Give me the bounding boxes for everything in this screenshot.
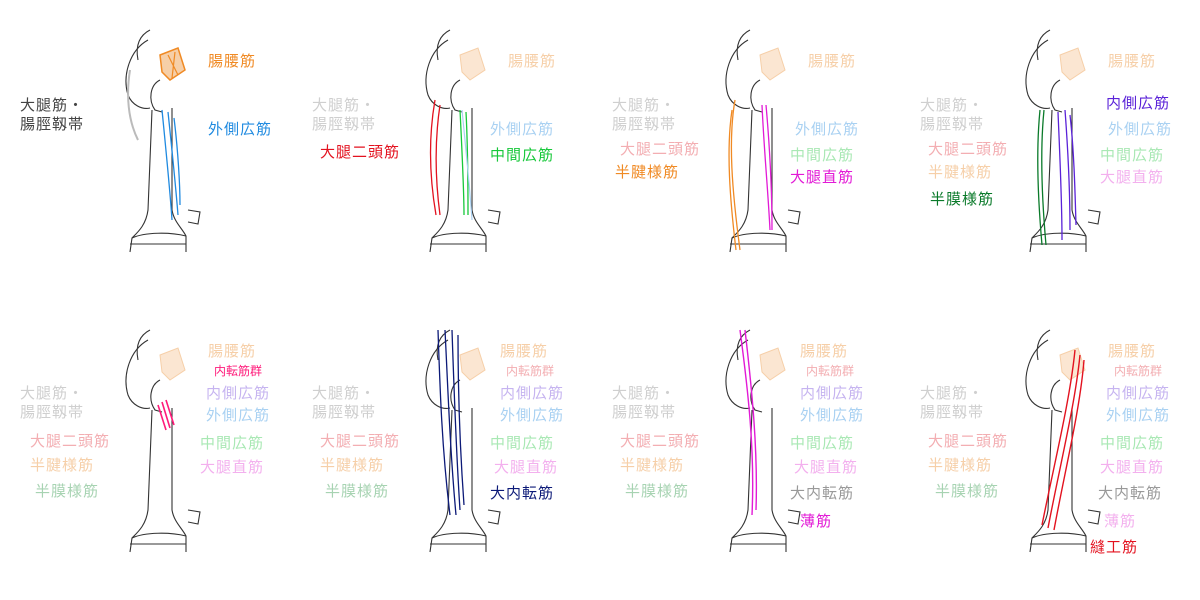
label-vastus-intermedius: 中間広筋 [490, 434, 555, 452]
label-adductor-group: 内転筋群 [214, 364, 263, 378]
femur-pelvis-drawing [125, 329, 201, 553]
label-tfl-line1: 大腿筋・ [612, 384, 677, 402]
panel-sartorius: 腸腰筋 内転筋群 内側広筋 大腿筋・ 腸脛靱帯 外側広筋 大腿二頭筋 中間広筋 … [900, 300, 1200, 600]
label-adductor-magnus: 大内転筋 [490, 484, 555, 502]
label-iliopsoas: 腸腰筋 [1108, 52, 1157, 70]
label-vastus-lateralis: 外側広筋 [1108, 120, 1173, 138]
label-biceps-femoris: 大腿二頭筋 [320, 143, 401, 161]
panel-semitendinosus-rectus-femoris: 腸腰筋 大腿筋・ 腸脛靱帯 外側広筋 大腿二頭筋 中間広筋 半腱様筋 大腿直筋 [600, 0, 900, 300]
label-rectus-femoris: 大腿直筋 [790, 168, 855, 186]
label-rectus-femoris: 大腿直筋 [494, 458, 559, 476]
panel-vastus-medialis-semimembranosus: 腸腰筋 内側広筋 大腿筋・ 腸脛靱帯 外側広筋 大腿二頭筋 中間広筋 半腱様筋 … [900, 0, 1200, 300]
label-tfl-line1: 大腿筋・ [312, 384, 377, 402]
label-tfl-line2: 腸脛靱帯 [20, 115, 85, 133]
label-biceps-femoris: 大腿二頭筋 [620, 140, 701, 158]
label-semitendinosus: 半腱様筋 [30, 456, 95, 474]
label-iliopsoas: 腸腰筋 [208, 52, 257, 70]
label-iliopsoas: 腸腰筋 [1108, 342, 1157, 360]
label-rectus-femoris: 大腿直筋 [1100, 168, 1165, 186]
label-semimembranosus: 半膜様筋 [625, 482, 690, 500]
label-iliopsoas: 腸腰筋 [500, 342, 549, 360]
label-tfl-line2: 腸脛靱帯 [612, 403, 677, 421]
label-rectus-femoris: 大腿直筋 [200, 458, 265, 476]
label-adductor-magnus: 大内転筋 [1098, 484, 1163, 502]
label-vastus-intermedius: 中間広筋 [200, 434, 265, 452]
femur-pelvis-drawing [425, 329, 501, 553]
label-vastus-lateralis: 外側広筋 [1106, 406, 1171, 424]
label-vastus-lateralis: 外側広筋 [795, 120, 860, 138]
label-semimembranosus: 半膜様筋 [930, 190, 995, 208]
panel-biceps-femoris-vastus-intermedius: 腸腰筋 大腿筋・ 腸脛靱帯 外側広筋 大腿二頭筋 中間広筋 [300, 0, 600, 300]
label-adductor-magnus: 大内転筋 [790, 484, 855, 502]
label-sartorius: 縫工筋 [1090, 538, 1139, 556]
label-rectus-femoris: 大腿直筋 [1100, 458, 1165, 476]
label-semitendinosus: 半腱様筋 [620, 456, 685, 474]
label-vastus-medialis: 内側広筋 [1106, 94, 1171, 112]
label-iliopsoas: 腸腰筋 [808, 52, 857, 70]
label-iliopsoas: 腸腰筋 [508, 52, 557, 70]
femur-pelvis-drawing [125, 29, 201, 253]
label-tfl-line1: 大腿筋・ [312, 96, 377, 114]
label-biceps-femoris: 大腿二頭筋 [928, 140, 1009, 158]
label-biceps-femoris: 大腿二頭筋 [320, 432, 401, 450]
label-tfl-line2: 腸脛靱帯 [312, 115, 377, 133]
label-vastus-lateralis: 外側広筋 [490, 120, 555, 138]
label-tfl-line1: 大腿筋・ [612, 96, 677, 114]
label-biceps-femoris: 大腿二頭筋 [620, 432, 701, 450]
label-biceps-femoris: 大腿二頭筋 [928, 432, 1009, 450]
label-semimembranosus: 半膜様筋 [325, 482, 390, 500]
label-vastus-intermedius: 中間広筋 [1100, 434, 1165, 452]
femur-pelvis-drawing [1025, 329, 1101, 553]
label-vastus-medialis: 内側広筋 [1106, 384, 1171, 402]
label-gracilis: 薄筋 [1104, 512, 1137, 530]
label-tfl-line2: 腸脛靱帯 [920, 115, 985, 133]
label-vastus-medialis: 内側広筋 [800, 384, 865, 402]
label-vastus-intermedius: 中間広筋 [790, 146, 855, 164]
label-tfl-line2: 腸脛靱帯 [612, 115, 677, 133]
femur-pelvis-drawing [1025, 29, 1101, 253]
label-semitendinosus: 半腱様筋 [615, 163, 680, 181]
iliopsoas-muscle [159, 47, 186, 81]
label-iliopsoas: 腸腰筋 [208, 342, 257, 360]
label-gracilis: 薄筋 [800, 512, 833, 530]
label-biceps-femoris: 大腿二頭筋 [30, 432, 111, 450]
label-adductor-group: 内転筋群 [806, 364, 855, 378]
label-vastus-lateralis: 外側広筋 [206, 406, 271, 424]
label-tfl-line2: 腸脛靱帯 [20, 403, 85, 421]
label-vastus-medialis: 内側広筋 [206, 384, 271, 402]
label-semitendinosus: 半腱様筋 [320, 456, 385, 474]
label-tfl-line2: 腸脛靱帯 [312, 403, 377, 421]
label-tfl-line2: 腸脛靱帯 [920, 403, 985, 421]
panel-adductor-group: 内転筋群 腸腰筋 内側広筋 大腿筋・ 腸脛靱帯 外側広筋 大腿二頭筋 中間広筋 … [0, 300, 300, 600]
tfl-muscle [127, 69, 139, 141]
label-vastus-lateralis: 外側広筋 [800, 406, 865, 424]
label-semimembranosus: 半膜様筋 [935, 482, 1000, 500]
label-iliopsoas: 腸腰筋 [800, 342, 849, 360]
femur-pelvis-drawing [725, 29, 801, 253]
label-semitendinosus: 半腱様筋 [928, 456, 993, 474]
panel-iliopsoas-tfl-vastus-lateralis: 腸腰筋 大腿筋・ 腸脛靱帯 外側広筋 [0, 0, 300, 300]
label-vastus-intermedius: 中間広筋 [490, 146, 555, 164]
label-tfl-line1: 大腿筋・ [920, 384, 985, 402]
label-vastus-intermedius: 中間広筋 [790, 434, 855, 452]
panel-gracilis: 腸腰筋 内転筋群 内側広筋 大腿筋・ 腸脛靱帯 外側広筋 大腿二頭筋 中間広筋 … [600, 300, 900, 600]
label-tfl-line1: 大腿筋・ [20, 384, 85, 402]
label-vastus-medialis: 内側広筋 [500, 384, 565, 402]
femur-pelvis-drawing [725, 329, 801, 553]
label-vastus-lateralis: 外側広筋 [500, 406, 565, 424]
label-rectus-femoris: 大腿直筋 [794, 458, 859, 476]
label-vastus-intermedius: 中間広筋 [1100, 146, 1165, 164]
panel-adductor-magnus: 腸腰筋 内転筋群 内側広筋 大腿筋・ 腸脛靱帯 外側広筋 大腿二頭筋 中間広筋 … [300, 300, 600, 600]
label-tfl-line1: 大腿筋・ [920, 96, 985, 114]
label-adductor-group: 内転筋群 [506, 364, 555, 378]
label-tfl-line1: 大腿筋・ [20, 96, 85, 114]
femur-pelvis-drawing [425, 29, 501, 253]
label-semimembranosus: 半膜様筋 [35, 482, 100, 500]
label-semitendinosus: 半腱様筋 [928, 163, 993, 181]
vastus-lateralis-muscle [161, 109, 181, 221]
label-adductor-group: 内転筋群 [1114, 364, 1163, 378]
label-vastus-lateralis: 外側広筋 [208, 120, 273, 138]
